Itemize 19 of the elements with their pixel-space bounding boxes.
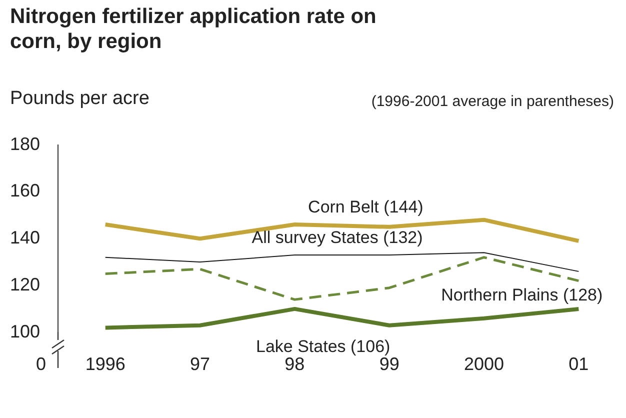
y-tick-label: 140	[10, 228, 40, 248]
series-label: Corn Belt (144)	[308, 197, 424, 216]
y-tick-label: 100	[10, 321, 40, 342]
y-tick-label: 120	[10, 274, 40, 294]
series-label: Lake States (106)	[256, 336, 390, 356]
y-axis-title: Pounds per acre	[10, 88, 150, 110]
y-tick-label: 180	[10, 134, 40, 154]
series-label: All survey States (132)	[252, 228, 423, 248]
text: 0	[35, 354, 46, 374]
x-tick-label: 99	[379, 354, 400, 374]
x-tick-label: 01	[568, 354, 589, 374]
series-label: Northern Plains (128)	[441, 286, 603, 305]
x-tick-label: 98	[284, 354, 305, 374]
x-tick-label: 97	[190, 354, 210, 374]
x-tick-label: 1996	[85, 354, 126, 374]
chart-title: Nitrogen fertilizer application rate on corn, by region	[10, 4, 378, 54]
x-tick-label: 2000	[464, 354, 504, 374]
text: (1996-2001 average in parentheses)	[371, 93, 614, 110]
y-tick-label: 160	[10, 180, 40, 201]
